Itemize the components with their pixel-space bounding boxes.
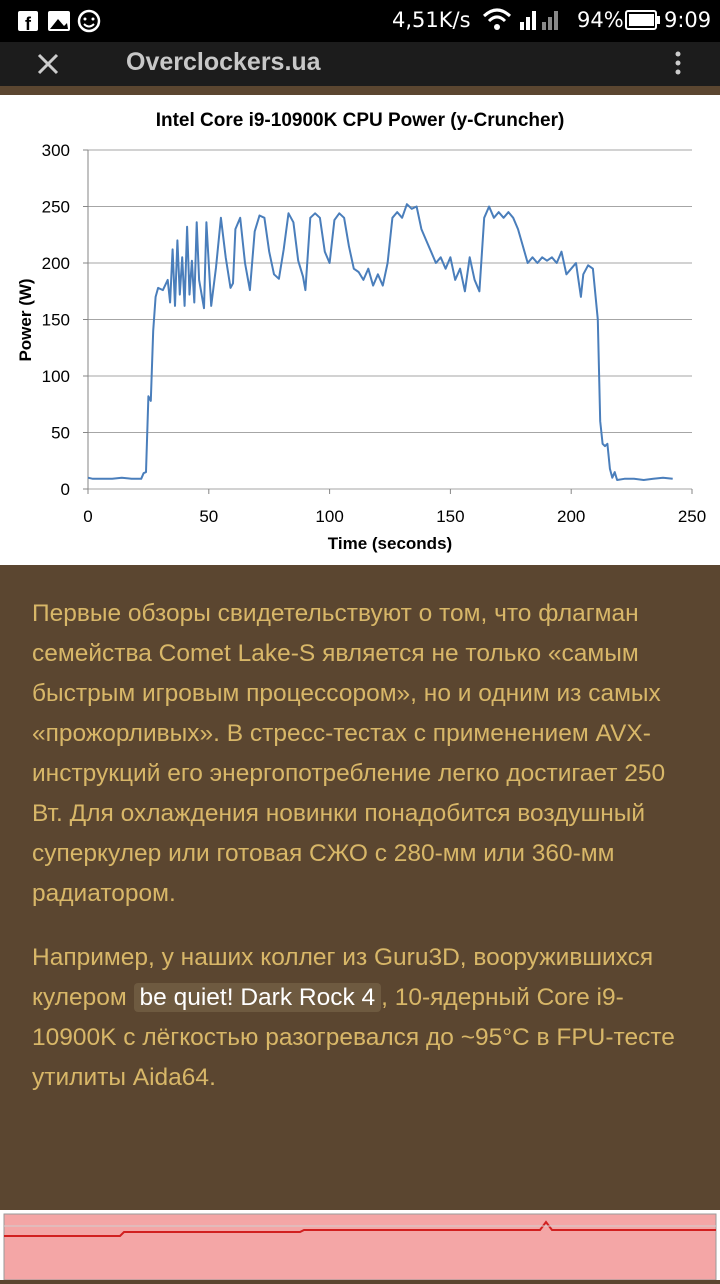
x-tick-label: 0 bbox=[83, 507, 92, 526]
x-tick-label: 50 bbox=[199, 507, 218, 526]
paragraph: Первые обзоры свидетельствуют о том, что… bbox=[32, 600, 666, 907]
next-image bbox=[0, 1210, 720, 1281]
chart: Intel Core i9-10900K CPU Power (y-Crunch… bbox=[16, 110, 706, 553]
y-tick-label: 300 bbox=[42, 141, 70, 160]
menu-button[interactable] bbox=[672, 42, 684, 86]
chart-title: Intel Core i9-10900K CPU Power (y-Crunch… bbox=[156, 110, 565, 131]
y-tick-label: 100 bbox=[42, 367, 70, 386]
x-tick-label: 200 bbox=[557, 507, 585, 526]
text: Например, у наших коллег из Guru3D, воор… bbox=[32, 944, 654, 1011]
x-tick-label: 250 bbox=[678, 507, 706, 526]
y-axis-label: Power (W) bbox=[16, 278, 35, 361]
y-tick-label: 0 bbox=[61, 480, 70, 499]
battery-icon bbox=[625, 10, 660, 30]
status-bar: f 4,51K/s 94% 9:09 bbox=[0, 0, 720, 42]
browser-toolbar: Overclockers.ua bbox=[0, 42, 720, 86]
network-speed: 4,51K/s bbox=[392, 8, 471, 32]
image-preview bbox=[3, 1213, 717, 1281]
link[interactable]: be quiet! Dark Rock 4 bbox=[133, 983, 382, 1012]
x-tick-label: 100 bbox=[315, 507, 343, 526]
chart-image: Intel Core i9-10900K CPU Power (y-Crunch… bbox=[0, 95, 720, 565]
y-tick-label: 200 bbox=[42, 254, 70, 273]
y-tick-label: 250 bbox=[42, 198, 70, 217]
clock: 9:09 bbox=[664, 8, 712, 32]
y-tick-label: 50 bbox=[51, 424, 70, 443]
close-button[interactable] bbox=[33, 42, 63, 86]
article: Первые обзоры свидетельствуют о том, что… bbox=[32, 594, 692, 1122]
signal-icons bbox=[482, 8, 558, 30]
notification-icons: f bbox=[18, 9, 101, 34]
battery-level: 94% bbox=[577, 8, 624, 32]
paragraph: Например, у наших коллег из Guru3D, воор… bbox=[32, 938, 692, 1098]
text: , 10-ядерный Core i9-10900K с лёгкостью … bbox=[32, 984, 675, 1091]
x-tick-label: 150 bbox=[436, 507, 464, 526]
page-title: Overclockers.ua bbox=[126, 48, 321, 76]
y-tick-label: 150 bbox=[42, 311, 70, 330]
svg-text:f: f bbox=[25, 14, 32, 34]
x-axis-label: Time (seconds) bbox=[328, 534, 452, 553]
data-line bbox=[87, 203, 673, 481]
